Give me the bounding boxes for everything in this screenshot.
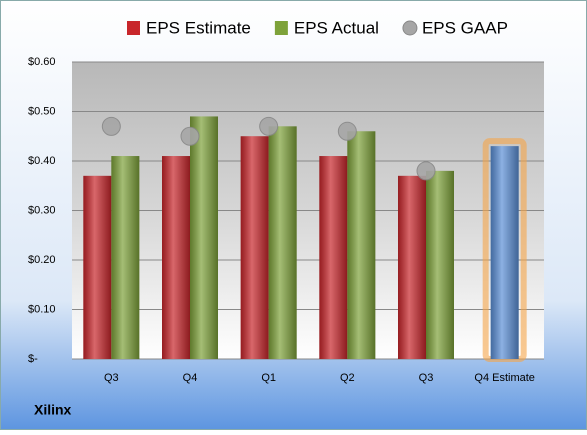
- y-tick-label: $-: [28, 353, 38, 365]
- y-tick-label: $0.20: [28, 254, 56, 266]
- footer: Xilinx: [34, 402, 72, 418]
- legend-marker: [127, 21, 140, 35]
- marker: [337, 121, 357, 141]
- marker: [416, 161, 436, 181]
- marker: [101, 116, 121, 136]
- legend-label: EPS Actual: [294, 18, 379, 37]
- bar-shine: [398, 175, 426, 359]
- bar-shine: [190, 116, 218, 359]
- bar-shine: [111, 156, 140, 359]
- x-tick-label: Q3: [419, 372, 434, 384]
- y-tick-label: $0.50: [28, 105, 56, 117]
- x-tick-label: Q1: [261, 372, 276, 384]
- legend-marker: [402, 20, 418, 36]
- marker: [259, 116, 279, 136]
- legend-marker: [274, 21, 288, 35]
- y-tick-label: $0.30: [28, 204, 56, 216]
- y-tick-label: $0.40: [28, 155, 56, 167]
- bar-shine: [83, 175, 112, 359]
- x-tick-label: Q4: [183, 372, 198, 384]
- bar-shine: [268, 126, 297, 359]
- bar-shine: [426, 170, 454, 359]
- legend-label: EPS GAAP: [422, 18, 508, 37]
- bar-shine: [240, 136, 269, 359]
- marker: [180, 126, 200, 146]
- y-tick-label: $0.10: [28, 303, 56, 315]
- bar-shine: [490, 146, 519, 359]
- x-tick-label: Q2: [340, 372, 355, 384]
- y-tick-label: $0.60: [28, 56, 56, 68]
- x-tick-label: Q4 Estimate: [474, 372, 535, 384]
- bar-shine: [347, 131, 376, 359]
- legend-label: EPS Estimate: [146, 18, 251, 37]
- bar-shine: [162, 156, 190, 359]
- x-tick-label: Q3: [104, 372, 119, 384]
- bar-shine: [319, 156, 348, 359]
